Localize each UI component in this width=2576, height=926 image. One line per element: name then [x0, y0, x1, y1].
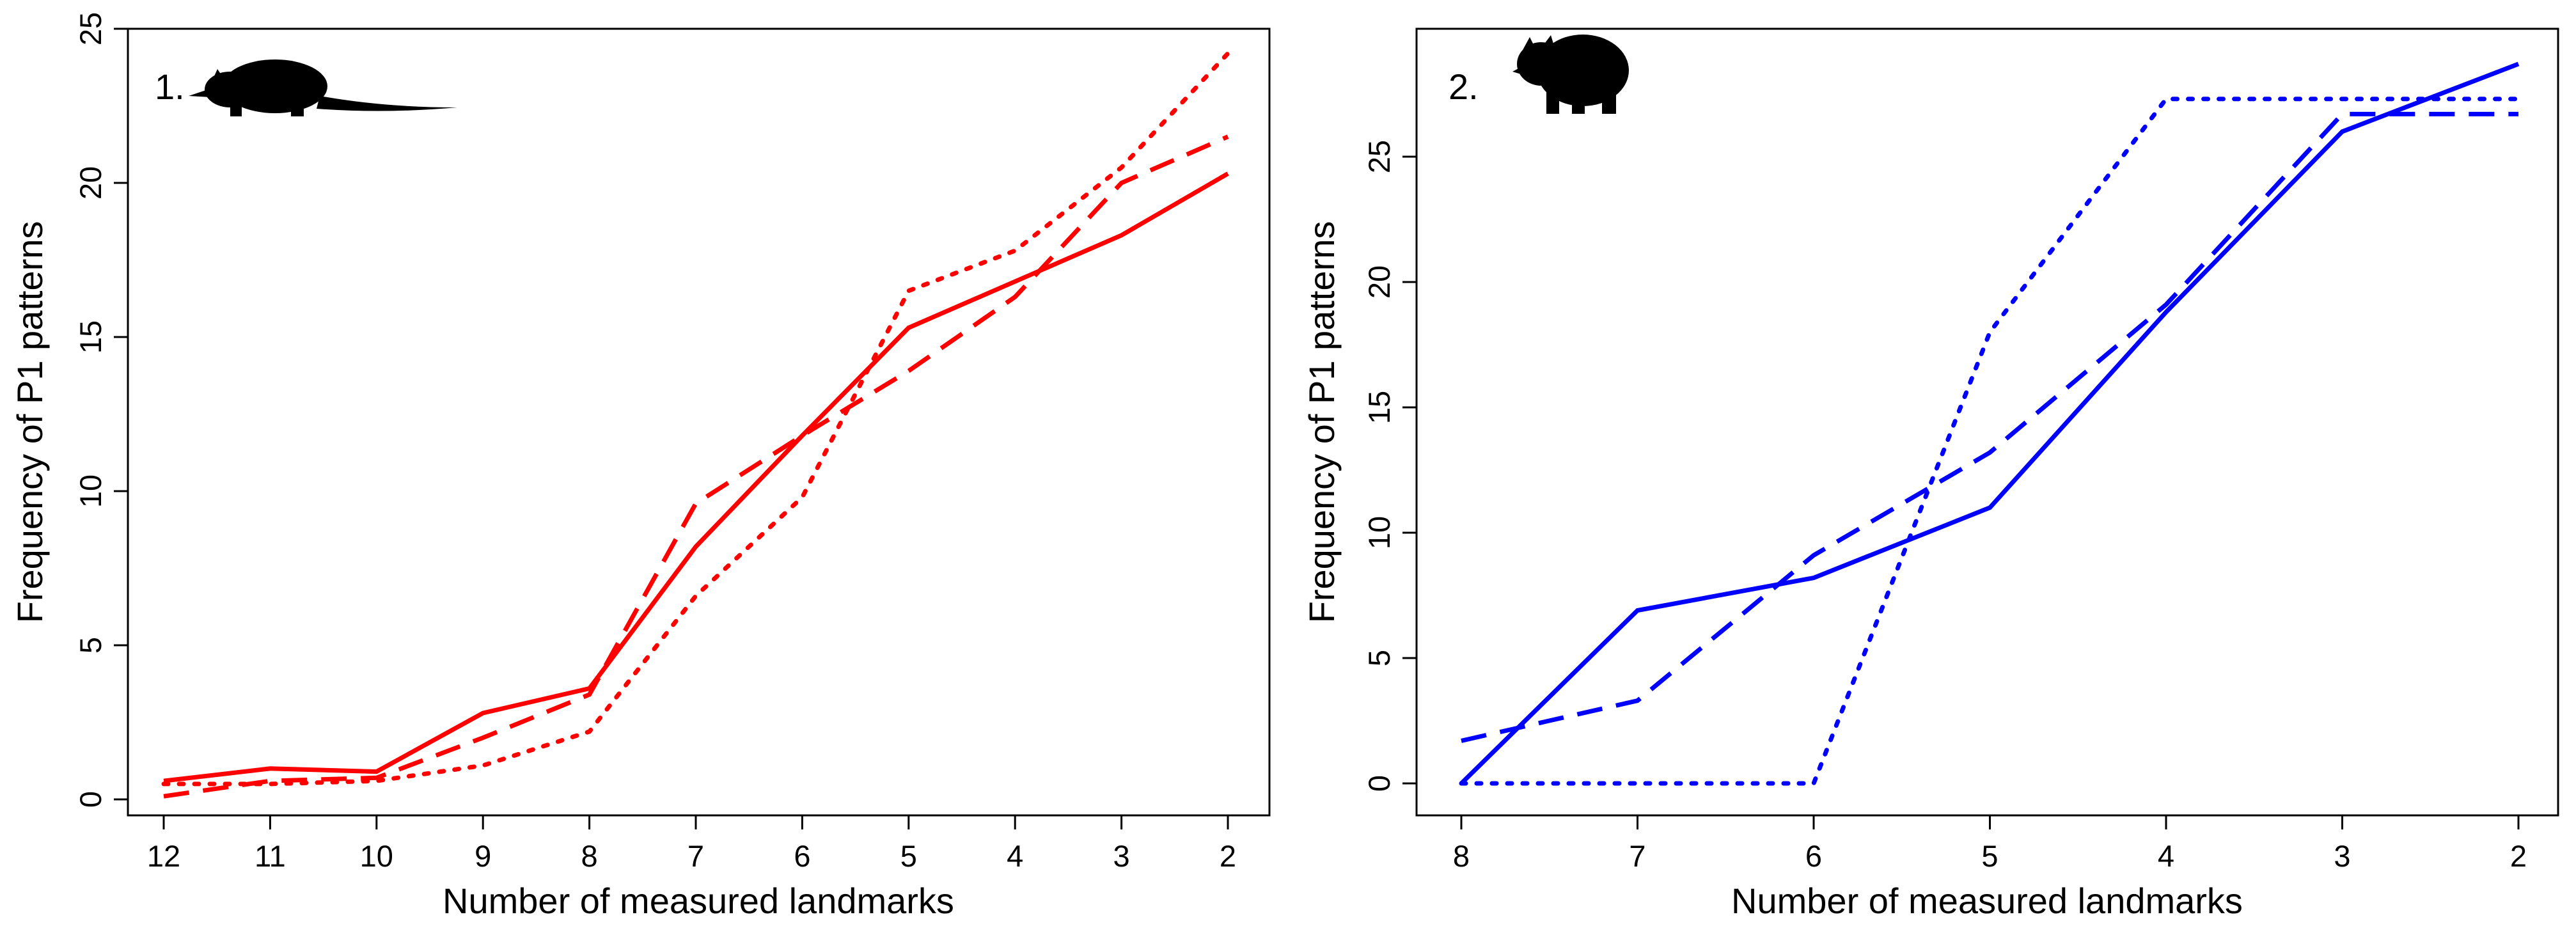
y-tick-label: 15	[1362, 391, 1396, 424]
series-line-solid	[1459, 61, 2520, 785]
series-line-dotted	[161, 51, 1230, 787]
y-tick-label: 0	[74, 791, 107, 808]
y-axis: 0 5 10 15 20 25	[1362, 140, 1417, 792]
y-axis-label: Frequency of P1 patterns	[1301, 221, 1342, 624]
plot-frame	[127, 27, 1271, 817]
x-tick-label: 6	[1805, 839, 1822, 873]
x-tick-label: 2	[1220, 839, 1236, 873]
hyrax-icon	[1512, 35, 1629, 114]
series-group	[1459, 61, 2521, 786]
y-tick-label: 5	[1362, 650, 1396, 666]
x-tick-label: 7	[1629, 839, 1645, 873]
x-axis-label: Number of measured landmarks	[1731, 881, 2243, 921]
x-tick-label: 6	[794, 839, 810, 873]
x-tick-label: 4	[1007, 839, 1023, 873]
series-line-dashed	[1461, 111, 2518, 743]
x-tick-label: 8	[581, 839, 598, 873]
x-tick-label: 8	[1453, 839, 1470, 873]
panel-2-chart: 0 5 10 15 20 25 8 7 6 5 4 3 2 2. Number of measured…	[1301, 27, 2559, 921]
panel-label: 1.	[155, 67, 185, 107]
y-axis: 0 5 10 15 20 25	[74, 12, 128, 808]
x-tick-label: 4	[2158, 839, 2174, 873]
panel-1-chart: 0 5 10 15 20 25 12 11 10 9 8 7 6 5 4 3 2 1. Number of m…	[10, 12, 1271, 921]
x-axis: 8 7 6 5 4 3 2	[1453, 815, 2527, 873]
y-axis-label: Frequency of P1 patterns	[10, 221, 50, 624]
series-line-solid	[163, 171, 1229, 783]
y-tick-label: 25	[1362, 140, 1396, 173]
y-tick-label: 0	[1362, 775, 1396, 792]
y-tick-label: 5	[74, 637, 107, 654]
x-tick-label: 3	[2334, 839, 2350, 873]
x-tick-label: 7	[687, 839, 704, 873]
series-line-dashed	[163, 134, 1229, 799]
x-tick-label: 11	[255, 839, 286, 873]
series-group	[161, 51, 1230, 799]
y-tick-label: 10	[1362, 516, 1396, 549]
series-line-dotted	[1459, 97, 2521, 786]
x-tick-label: 5	[900, 839, 917, 873]
y-tick-label: 25	[74, 12, 107, 45]
y-tick-label: 10	[74, 475, 107, 508]
rat-icon	[189, 59, 457, 116]
x-axis-label: Number of measured landmarks	[443, 881, 954, 921]
y-tick-label: 20	[1362, 265, 1396, 299]
x-tick-label: 10	[360, 839, 393, 873]
panel-label: 2.	[1449, 67, 1479, 107]
x-tick-label: 5	[1981, 839, 1998, 873]
x-tick-label: 9	[475, 839, 491, 873]
x-tick-label: 12	[147, 839, 180, 873]
x-tick-label: 3	[1113, 839, 1130, 873]
y-tick-label: 15	[74, 320, 107, 354]
plot-frame	[1415, 27, 2559, 817]
y-tick-label: 20	[74, 166, 107, 200]
x-tick-label: 2	[2510, 839, 2527, 873]
x-axis: 12 11 10 9 8 7 6 5 4 3 2	[147, 815, 1236, 873]
